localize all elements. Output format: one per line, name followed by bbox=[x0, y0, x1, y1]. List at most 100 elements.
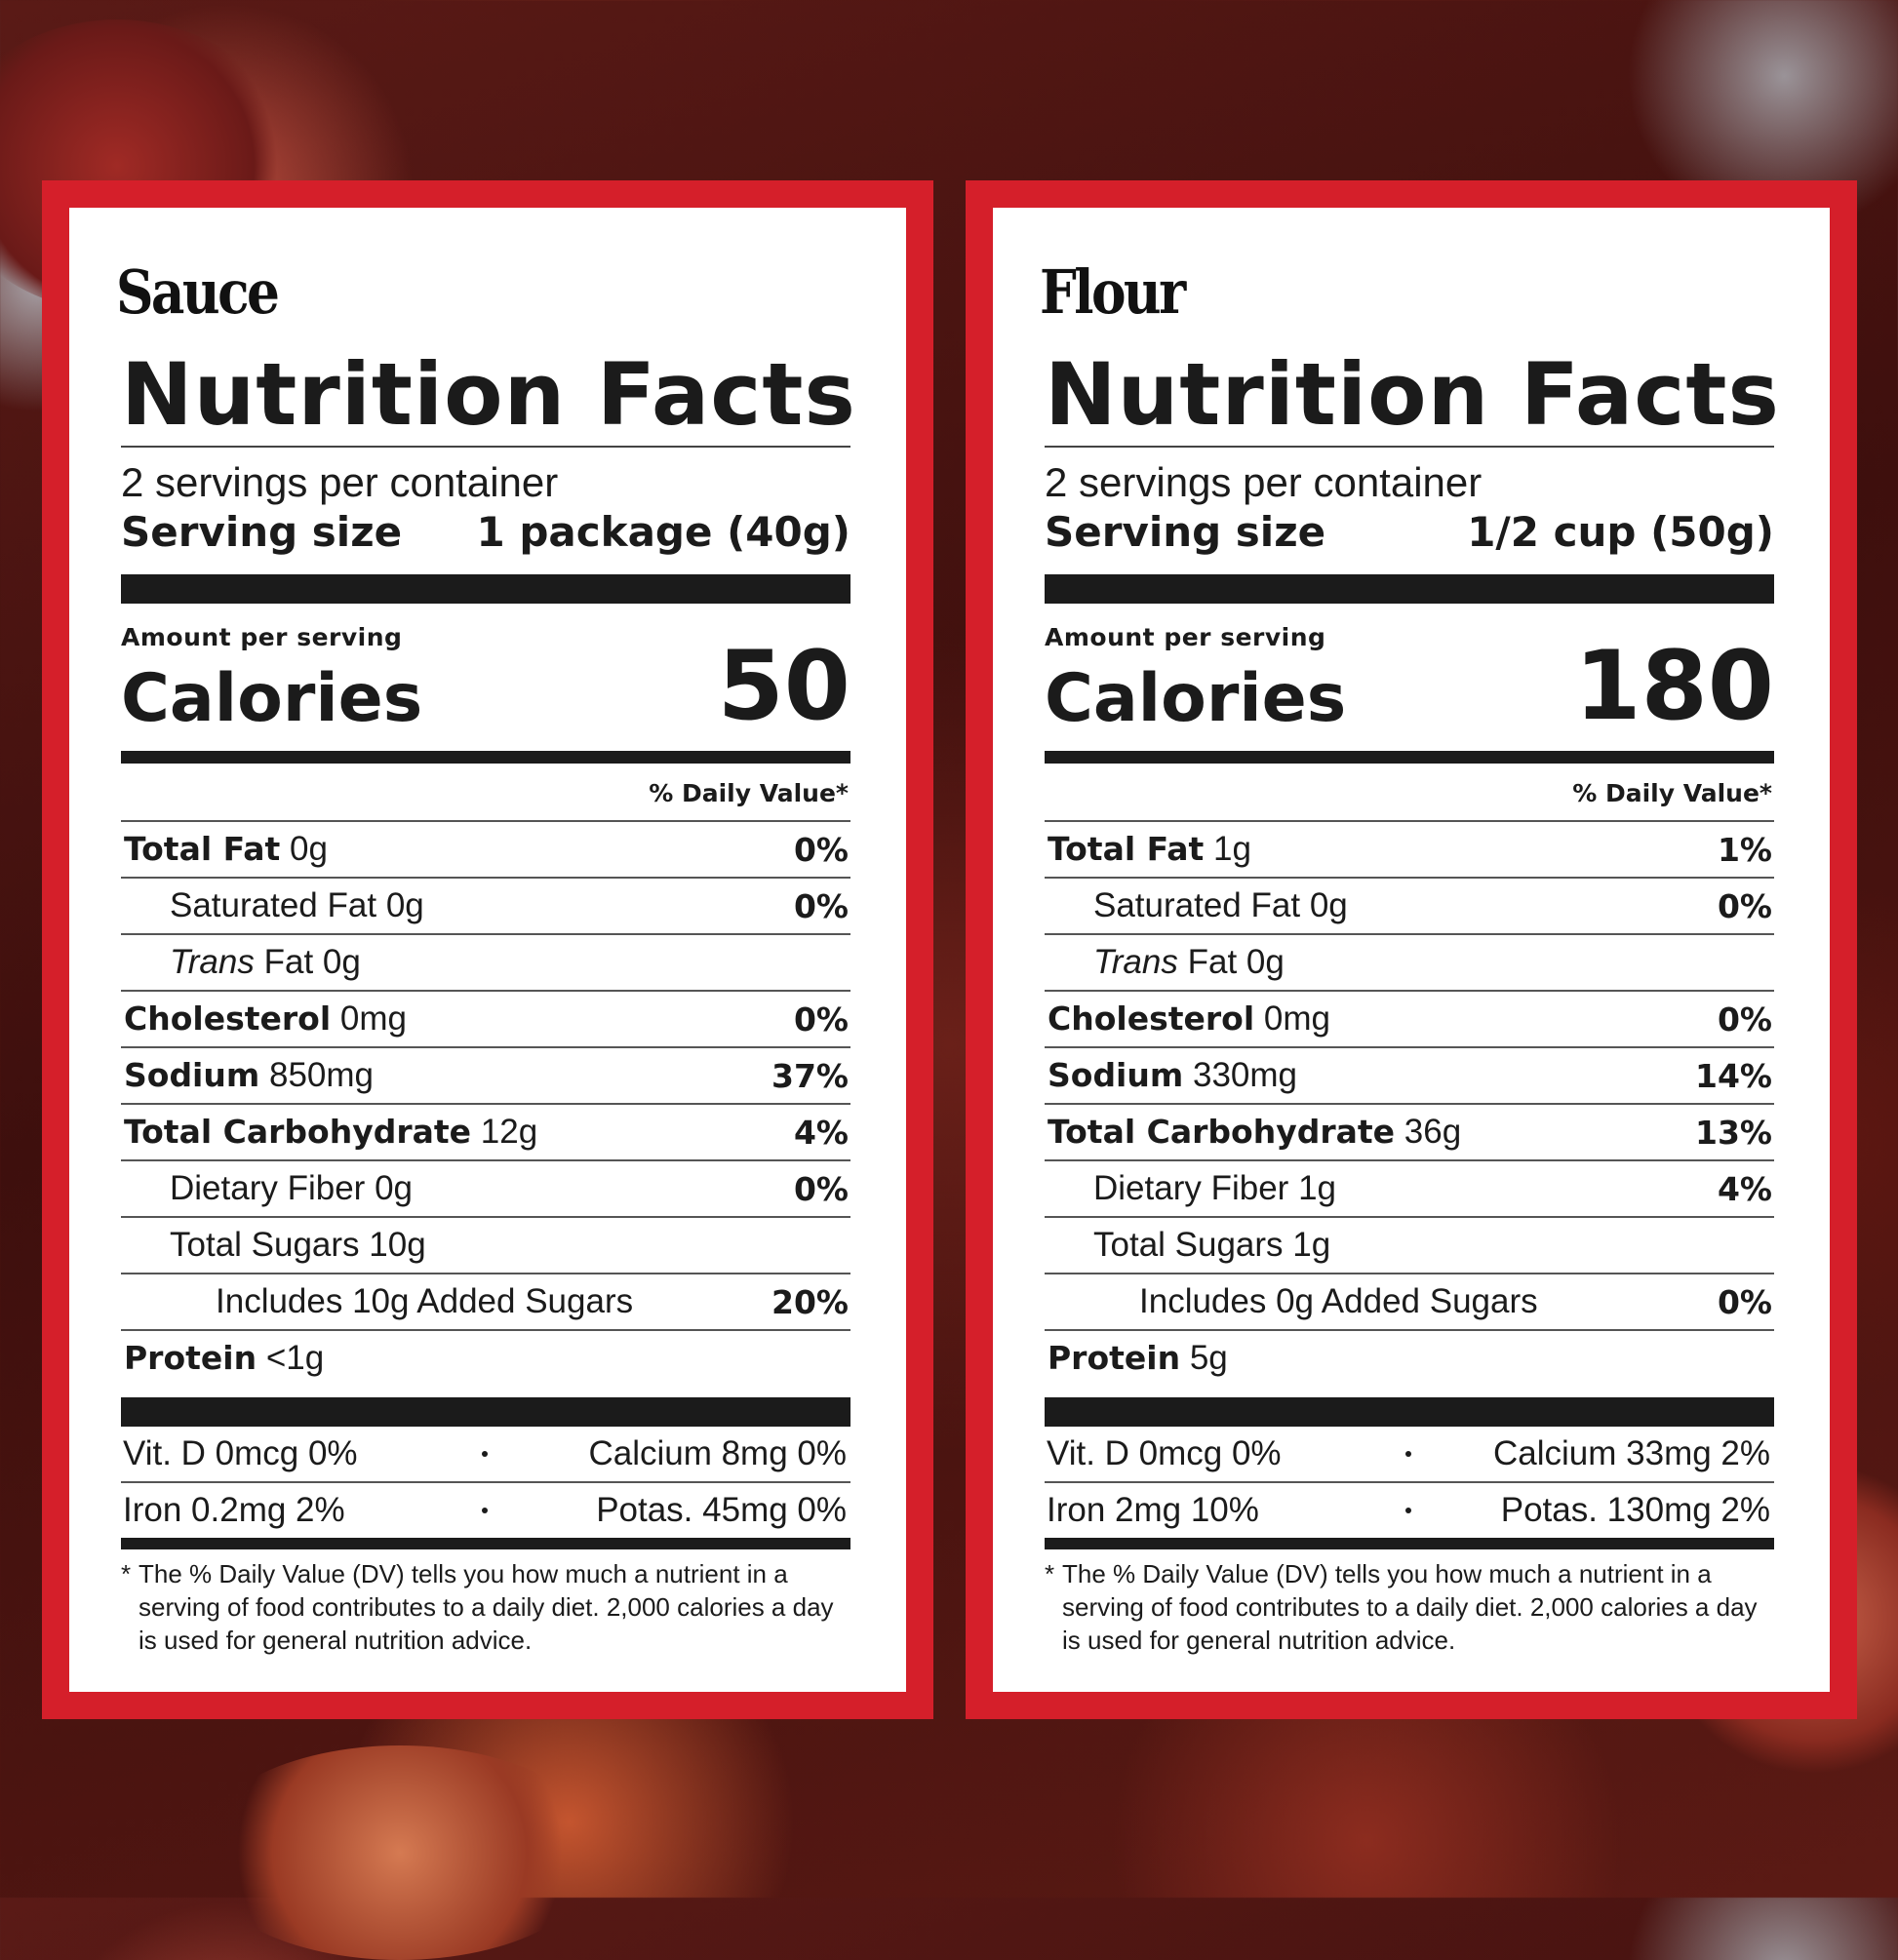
nutrient-name: Trans Fat 0g bbox=[1045, 943, 1285, 982]
background-food-image-detail bbox=[195, 1745, 605, 1960]
divider bbox=[121, 446, 850, 448]
nutrient-daily-value: 0% bbox=[793, 1169, 849, 1208]
vitamin-row: Vit. D 0mcg 0% Calcium 33mg 2% bbox=[1045, 1427, 1774, 1481]
servings-per-container: 2 servings per container bbox=[1045, 459, 1483, 505]
nutrient-list: Total Fat 1g 1% Saturated Fat 0g 0% Trans Fa… bbox=[1045, 820, 1774, 1386]
nutrient-amount: 850mg bbox=[269, 1056, 375, 1094]
nutrient-name: Saturated Fat 0g bbox=[121, 886, 424, 925]
nutrient-name: Dietary Fiber 0g bbox=[121, 1169, 413, 1208]
nutrient-name: Cholesterol 0mg bbox=[121, 1000, 407, 1039]
label-title: Flour bbox=[1040, 256, 1186, 328]
nutrient-bold-name: Total Fat bbox=[124, 830, 281, 868]
serving-size-row: Serving size 1 package (40g) bbox=[121, 508, 850, 557]
nutrient-amount: 0g bbox=[290, 830, 328, 868]
nutrient-bold-name: Sodium bbox=[1048, 1056, 1184, 1094]
vitamin-list: Vit. D 0mcg 0% Calcium 33mg 2% Iron 2mg 10… bbox=[1045, 1427, 1774, 1538]
nutrient-row: Sodium 330mg 14% bbox=[1045, 1046, 1774, 1103]
serving-size-label: Serving size bbox=[1045, 508, 1326, 556]
vitamin-right: Potas. 45mg 0% bbox=[596, 1491, 847, 1529]
nutrient-name: Total Sugars 10g bbox=[121, 1226, 426, 1265]
nutrient-sub-name: Includes 10g Added Sugars bbox=[216, 1282, 634, 1320]
bullet-dot-icon bbox=[1405, 1451, 1411, 1457]
thick-divider bbox=[121, 1397, 850, 1427]
nutrient-amount: 12g bbox=[480, 1113, 538, 1151]
nutrient-name: Total Fat 1g bbox=[1045, 830, 1251, 869]
footnote-star: * bbox=[121, 1559, 132, 1588]
nutrient-amount: 5g bbox=[1189, 1339, 1228, 1377]
flour-label-frame: Flour Nutrition Facts 2 servings per con… bbox=[966, 180, 1857, 1719]
nutrient-row: Includes 0g Added Sugars 0% bbox=[1045, 1273, 1774, 1329]
footnote-text: The % Daily Value (DV) tells you how muc… bbox=[1062, 1559, 1758, 1655]
nutrient-name: Protein 5g bbox=[1045, 1339, 1228, 1378]
nutrient-row: Trans Fat 0g bbox=[121, 933, 850, 990]
serving-size-row: Serving size 1/2 cup (50g) bbox=[1045, 508, 1774, 557]
nutrient-name: Trans Fat 0g bbox=[121, 943, 361, 982]
nutrient-sub-name: Saturated Fat bbox=[170, 886, 377, 924]
sauce-label-frame: Sauce Nutrition Facts 2 servings per con… bbox=[42, 180, 933, 1719]
nutrient-amount: 0mg bbox=[339, 1000, 407, 1038]
nutrient-name: Includes 10g Added Sugars bbox=[121, 1282, 633, 1321]
nutrient-bold-name: Total Fat bbox=[1048, 830, 1205, 868]
nutrient-amount: 0g bbox=[375, 1169, 413, 1207]
nutrient-row: Total Fat 1g 1% bbox=[1045, 820, 1774, 877]
thick-divider bbox=[121, 574, 850, 604]
nutrient-sub-name: Dietary Fiber bbox=[1093, 1169, 1289, 1207]
nutrient-row: Cholesterol 0mg 0% bbox=[121, 990, 850, 1046]
nutrient-daily-value: 0% bbox=[793, 1000, 849, 1039]
nutrient-bold-name: Total Carbohydrate bbox=[1048, 1113, 1396, 1151]
nutrient-sub-name: Total Sugars bbox=[170, 1226, 360, 1264]
nutrient-daily-value: 37% bbox=[771, 1056, 849, 1095]
nutrition-facts-heading: Nutrition Facts bbox=[1045, 344, 1780, 445]
nutrient-sub-name: Saturated Fat bbox=[1093, 886, 1301, 924]
nutrient-row: Total Carbohydrate 36g 13% bbox=[1045, 1103, 1774, 1159]
nutrient-bold-name: Cholesterol bbox=[124, 1000, 332, 1038]
footnote: * The % Daily Value (DV) tells you how m… bbox=[1045, 1557, 1774, 1657]
nutrient-row: Total Sugars 1g bbox=[1045, 1216, 1774, 1273]
nutrition-facts-label: Nutrition Facts 2 servings per container… bbox=[1045, 350, 1779, 1657]
amount-per-serving: Amount per serving bbox=[121, 623, 403, 651]
nutrient-row: Sodium 850mg 37% bbox=[121, 1046, 850, 1103]
serving-size-value: 1/2 cup (50g) bbox=[1467, 508, 1774, 556]
nutrient-name: Sodium 850mg bbox=[121, 1056, 374, 1095]
vitamin-left: Vit. D 0mcg 0% bbox=[1047, 1434, 1282, 1472]
nutrient-sub-name: Dietary Fiber bbox=[170, 1169, 366, 1207]
serving-size-value: 1 package (40g) bbox=[476, 508, 851, 556]
nutrition-card: Sauce Nutrition Facts 2 servings per con… bbox=[69, 208, 906, 1692]
nutrient-bold-name: Sodium bbox=[124, 1056, 260, 1094]
nutrient-bold-name: Protein bbox=[1048, 1339, 1181, 1377]
nutrient-daily-value: 1% bbox=[1717, 830, 1772, 869]
amount-per-serving: Amount per serving bbox=[1045, 623, 1326, 651]
nutrient-row: Protein <1g bbox=[121, 1329, 850, 1386]
nutrient-amount: 330mg bbox=[1193, 1056, 1298, 1094]
thick-divider bbox=[1045, 574, 1774, 604]
nutrient-bold-name: Protein bbox=[124, 1339, 257, 1377]
vitamin-list: Vit. D 0mcg 0% Calcium 8mg 0% Iron 0.2mg 2… bbox=[121, 1427, 850, 1538]
label-title: Sauce bbox=[116, 256, 280, 328]
nutrient-name: Total Carbohydrate 12g bbox=[121, 1113, 537, 1152]
nutrient-amount: 0mg bbox=[1263, 1000, 1330, 1038]
nutrient-daily-value: 20% bbox=[771, 1282, 849, 1321]
vitamin-right: Potas. 130mg 2% bbox=[1500, 1491, 1770, 1529]
vitamin-left: Iron 2mg 10% bbox=[1047, 1491, 1259, 1529]
nutrient-name-suffix: Fat bbox=[1187, 943, 1238, 981]
nutrient-sub-name: Total Sugars bbox=[1093, 1226, 1284, 1264]
servings-per-container: 2 servings per container bbox=[121, 459, 559, 505]
daily-value-header: % Daily Value* bbox=[1572, 779, 1772, 807]
nutrient-name: Dietary Fiber 1g bbox=[1045, 1169, 1336, 1208]
nutrient-row: Total Sugars 10g bbox=[121, 1216, 850, 1273]
nutrient-daily-value: 0% bbox=[1717, 1000, 1772, 1039]
nutrient-daily-value: 14% bbox=[1695, 1056, 1772, 1095]
bullet-dot-icon bbox=[1405, 1508, 1411, 1513]
nutrient-amount: 1g bbox=[1213, 830, 1251, 868]
footnote: * The % Daily Value (DV) tells you how m… bbox=[121, 1557, 850, 1657]
nutrient-name: Protein <1g bbox=[121, 1339, 324, 1378]
nutrient-row: Total Fat 0g 0% bbox=[121, 820, 850, 877]
medium-divider bbox=[1045, 1538, 1774, 1549]
nutrient-daily-value: 0% bbox=[793, 830, 849, 869]
nutrient-row: Dietary Fiber 0g 0% bbox=[121, 1159, 850, 1216]
nutrient-row: Saturated Fat 0g 0% bbox=[121, 877, 850, 933]
calories-value: 180 bbox=[1574, 631, 1774, 742]
nutrient-row: Saturated Fat 0g 0% bbox=[1045, 877, 1774, 933]
nutrient-daily-value: 4% bbox=[1717, 1169, 1772, 1208]
nutrient-name-suffix: Fat bbox=[263, 943, 314, 981]
